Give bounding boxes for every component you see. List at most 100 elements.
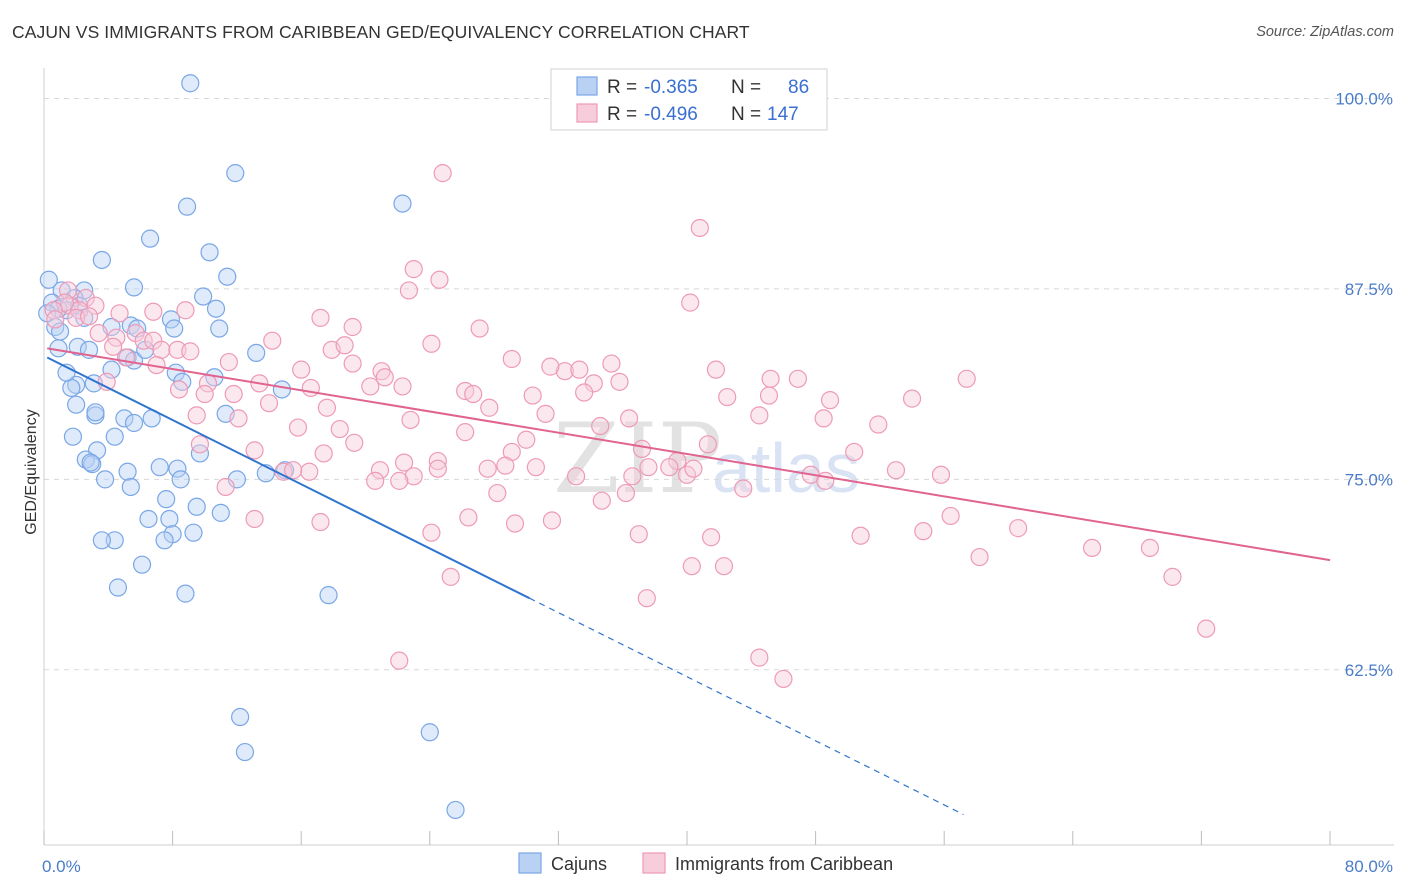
caribbean-point [637,589,656,608]
caribbean-point [152,340,171,359]
cajun-point [194,287,213,306]
caribbean-point [176,301,195,320]
caribbean-point [682,557,701,576]
cajun-point [235,742,255,762]
cajun-point [95,470,115,489]
y-tick-label: 87.5% [1345,280,1393,299]
cajun-point [168,459,187,478]
caribbean-point [478,459,497,478]
caribbean-point [301,378,320,398]
stats-box: R = -0.365 N = 86 R = -0.496 N = 147 [550,68,828,131]
cajun-point [105,531,124,550]
caribbean-point [292,360,311,379]
stats-swatch-caribbean [576,103,598,123]
stats-r-value-caribbean: -0.496 [644,104,698,125]
caribbean-point [706,360,726,379]
cajun-point [121,477,140,497]
caribbean-point [245,509,264,529]
caribbean-point [433,164,452,183]
stats-r-label-caribbean: R = [607,104,637,125]
caribbean-point [401,410,420,430]
cajun-point [140,229,160,248]
y-tick-label: 62.5% [1345,661,1393,680]
stats-r-label-cajuns: R = [607,77,637,98]
cajun-point [115,409,134,428]
caribbean-point [370,461,390,480]
caribbean-point [542,511,562,530]
caribbean-point [464,384,483,404]
caribbean-point [851,526,870,545]
caribbean-point [134,331,153,350]
cajun-point [210,319,229,338]
caribbean-point [788,369,808,388]
y-axis-tick-labels: 62.5% 75.0% 87.5% 100.0% [1335,89,1393,679]
caribbean-point [902,389,922,408]
caribbean-point [570,360,589,379]
cajun-point [171,470,190,489]
caribbean-point [914,522,933,541]
caribbean-point [79,307,99,326]
caribbean-point [422,334,441,353]
caribbean-point [632,439,652,458]
cajun-point [200,243,219,262]
cajuns-trend-extension [529,597,964,816]
caribbean-point [496,456,515,475]
cajun-point [105,427,124,446]
watermark-atlas: atlas [712,429,860,507]
cajun-point [247,343,266,362]
caribbean-point [702,528,721,547]
caribbean-point [144,302,163,321]
caribbean-point [345,433,364,452]
cajun-point [67,395,86,414]
caribbean-point [734,479,753,498]
caribbean-point [718,387,737,407]
cajun-point [108,578,128,597]
cajun-point [231,707,250,727]
caribbean-point [629,525,648,544]
cajun-point [218,267,237,286]
stats-n-value-cajuns: 86 [788,77,809,98]
caribbean-point [584,374,603,393]
cajun-point [132,555,152,574]
caribbean-point [814,409,833,428]
caribbean-point [456,423,475,442]
x-axis-ticks [43,831,1331,845]
legend-label-caribbean: Immigrants from Caribbean [675,854,893,874]
trend-lines [46,347,1331,816]
caribbean-point [610,372,629,391]
caribbean-point [541,357,560,376]
caribbean-point [89,323,108,343]
caribbean-point [224,384,243,404]
caribbean-point [761,369,780,388]
caribbean-point [623,467,642,486]
caribbean-point [774,669,793,689]
cajun-point [150,458,169,477]
cajun-point [319,586,338,605]
chart-source: Source: ZipAtlas.com [1256,24,1394,40]
caribbean-point [1163,567,1182,586]
caribbean-point [311,512,330,532]
caribbean-point [428,459,447,478]
cajun-point [39,270,58,289]
axes [43,68,1394,846]
stats-r-value-cajuns: -0.365 [644,77,698,98]
caribbean-point [845,442,864,462]
cajun-point [160,509,179,529]
cajuns-trend-line [46,356,530,600]
caribbean-point [259,394,279,413]
caribbean-point [116,348,136,367]
caribbean-point [591,416,610,436]
caribbean-point [216,477,235,497]
y-axis-label: GED/Equivalency [23,409,40,534]
caribbean-point [684,459,703,478]
caribbean-point [660,458,679,477]
cajun-point [92,531,111,550]
cajun-point [68,337,87,356]
caribbean-point [110,304,129,323]
caribbean-point [681,293,700,312]
cajun-point [226,164,245,183]
cajun-point [124,413,144,433]
cajun-point [157,490,176,509]
caribbean-point [690,218,709,238]
